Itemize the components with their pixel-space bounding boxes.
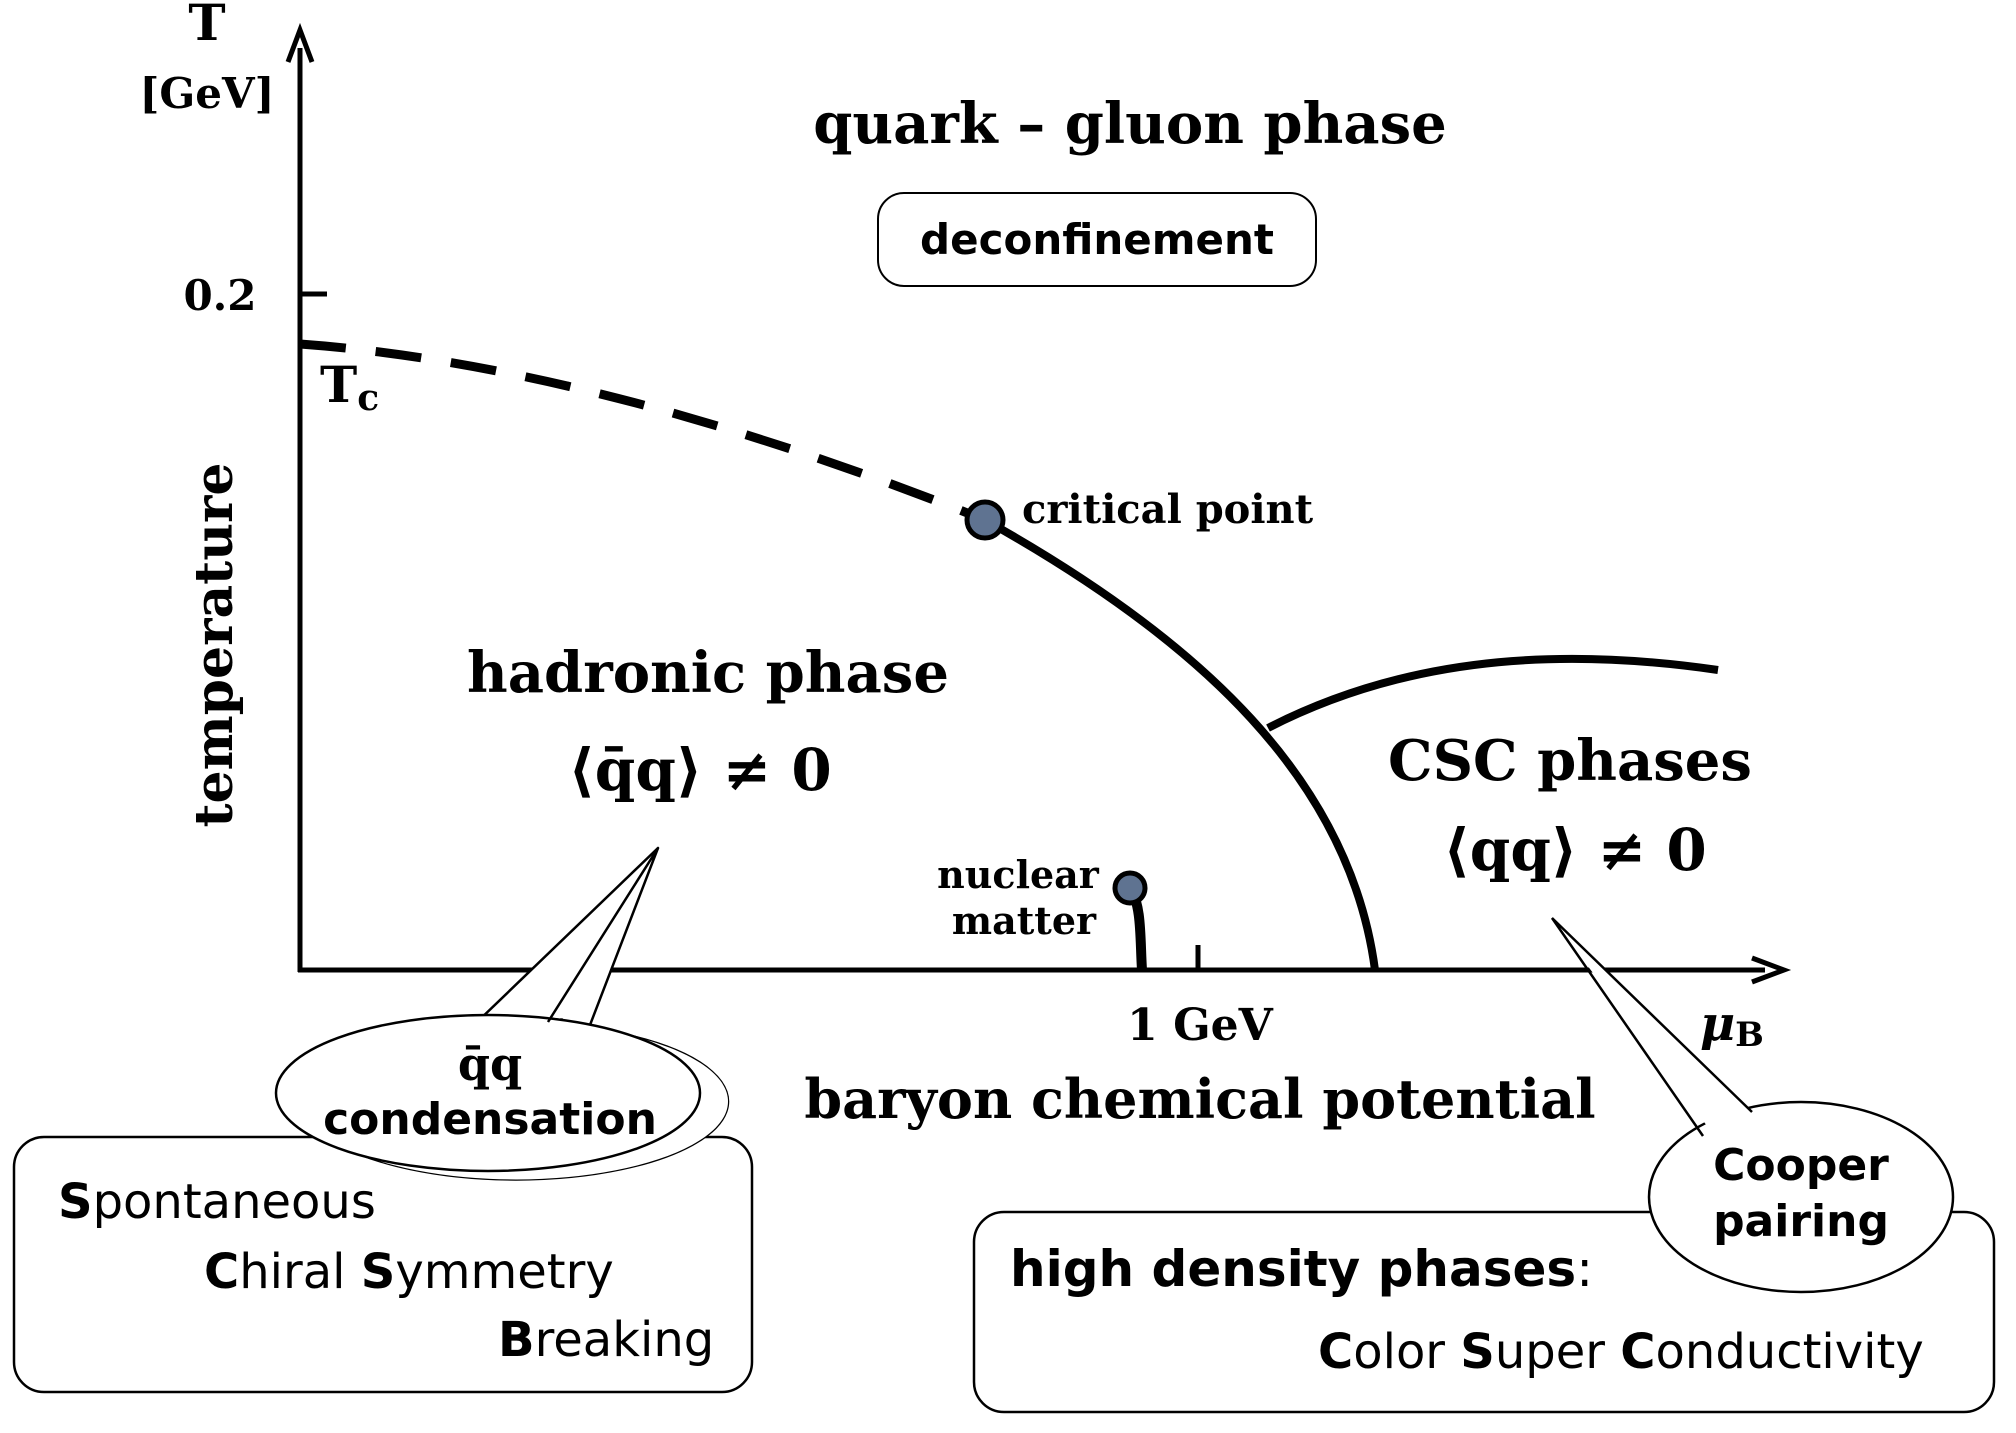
condensation-tail-edges [546, 847, 660, 1026]
scsb-line-2: Chiral Symmetry [204, 1244, 614, 1300]
csc-boundary-line [1266, 654, 1719, 732]
cooper-tail [1552, 918, 1750, 1130]
scsb-line-1: Spontaneous [58, 1174, 376, 1230]
crossover-line [299, 339, 987, 525]
csc-title: CSC phases [1388, 728, 1752, 794]
cooper-line-2: pairing [1713, 1196, 1889, 1247]
cooper-tail-edges [1550, 917, 1753, 1137]
x-axis-arrowhead [1751, 955, 1792, 985]
cooper-ellipse [1647, 1100, 1955, 1294]
y-axis-label: temperature [184, 463, 245, 828]
critical-point-label: critical point [1022, 486, 1314, 533]
cooper-line-1: Cooper [1713, 1140, 1889, 1191]
critical-point-marker [964, 499, 1006, 541]
deconfinement-box [877, 192, 1317, 287]
tc-label: Tc [320, 355, 379, 419]
deconfinement-label: deconfinement [920, 215, 1274, 264]
nuclear-label-1: nuclear [937, 852, 1100, 897]
first-order-line [983, 516, 1379, 971]
high-density-title: high density phases: [1010, 1240, 1593, 1298]
x-tick-label: 1 GeV [1127, 1000, 1274, 1051]
condensation-line-1: q̄q [458, 1037, 522, 1091]
y-axis-unit: [GeV] [140, 69, 275, 118]
condensation-ellipse [274, 1013, 702, 1173]
x-axis-label: baryon chemical potential [804, 1067, 1595, 1131]
condensation-line-2: condensation [323, 1094, 657, 1145]
csc-description: Color Super Conductivity [1318, 1324, 1924, 1380]
y-axis-arrowhead [285, 22, 315, 63]
y-tick-label: 0.2 [183, 271, 256, 320]
scsb-line-3: Breaking [498, 1312, 714, 1368]
csc-condensate: ⟨qq⟩ ≠ 0 [1443, 816, 1706, 884]
y-axis-symbol: T [188, 0, 225, 52]
hadronic-condensate: ⟨q̄q⟩ ≠ 0 [568, 736, 831, 804]
hadronic-title: hadronic phase [467, 640, 949, 706]
qgp-title: quark – gluon phase [813, 91, 1446, 157]
nuclear-matter-marker [1112, 870, 1148, 906]
x-axis-symbol: μB [1700, 996, 1764, 1055]
nuclear-label-2: matter [952, 898, 1097, 943]
